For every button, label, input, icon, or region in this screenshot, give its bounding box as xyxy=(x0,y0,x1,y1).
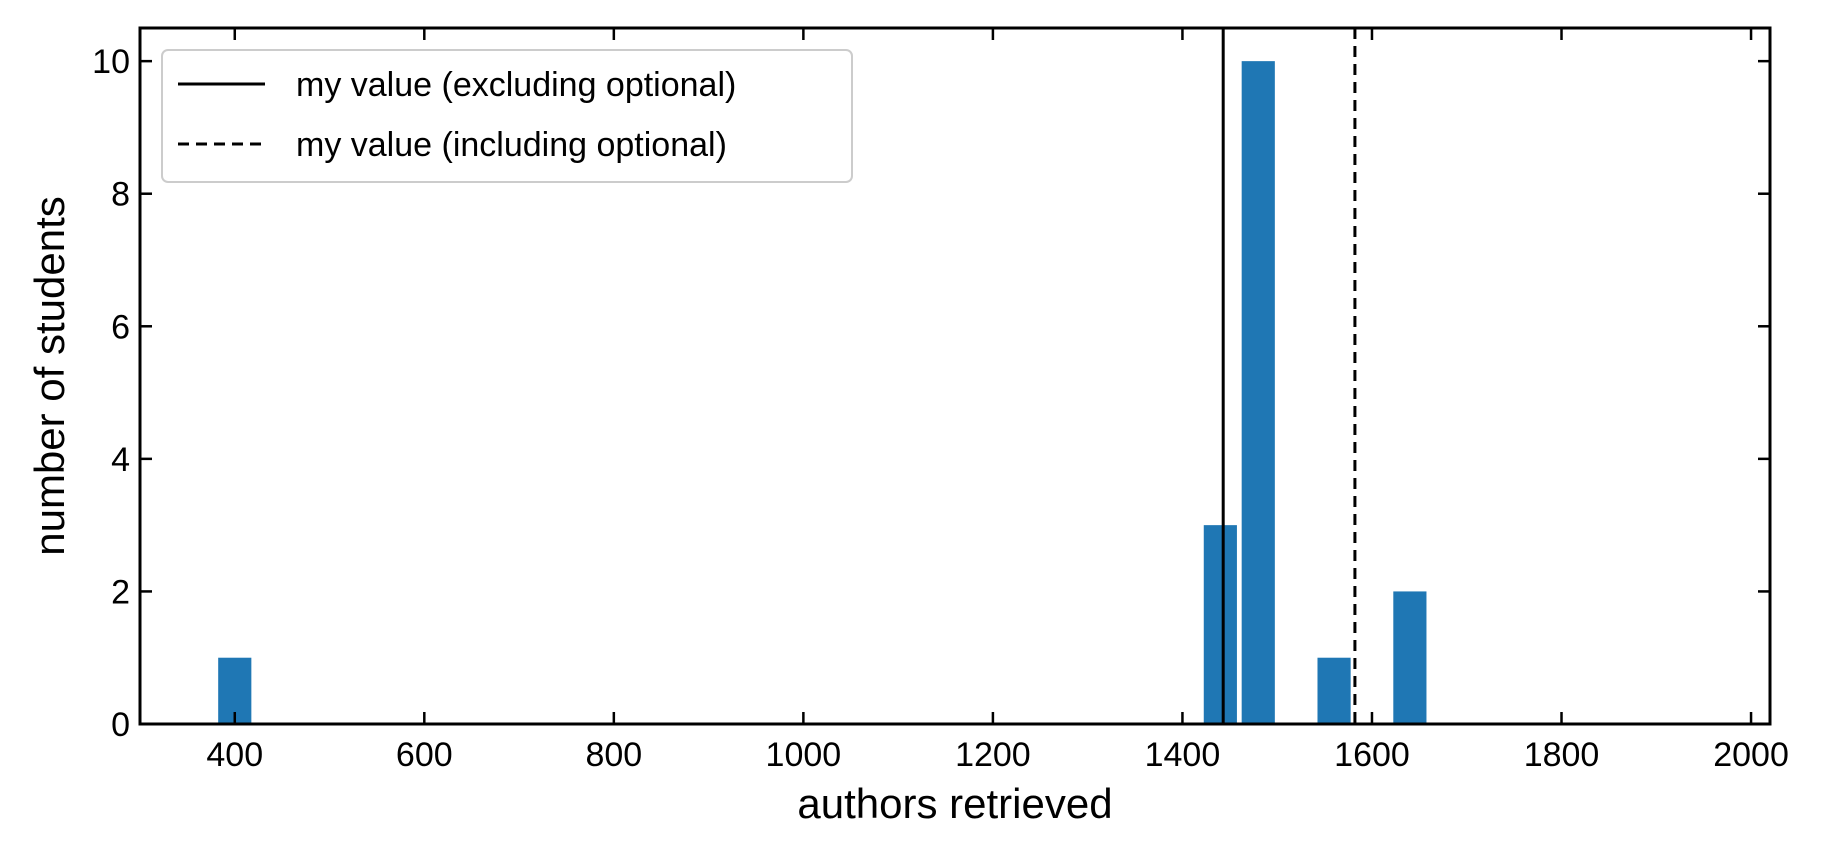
y-tick-label: 4 xyxy=(111,441,130,479)
x-tick-label: 1400 xyxy=(1145,736,1221,774)
plot-frame xyxy=(138,26,1772,726)
x-tick-label: 600 xyxy=(396,736,453,774)
x-tick-label: 1600 xyxy=(1334,736,1410,774)
y-tick-label: 8 xyxy=(111,176,130,214)
x-tick-label: 1000 xyxy=(766,736,842,774)
x-tick-label: 2000 xyxy=(1713,736,1789,774)
legend-entry-excluding: my value (excluding optional) xyxy=(296,66,736,104)
bar-1 xyxy=(1203,525,1237,724)
legend-entry-including: my value (including optional) xyxy=(296,126,727,164)
x-tick-label: 1800 xyxy=(1524,736,1600,774)
x-tick-label: 400 xyxy=(206,736,263,774)
bar-3 xyxy=(1317,657,1351,724)
y-axis-label: number of students xyxy=(26,196,73,556)
x-axis-label: authors retrieved xyxy=(797,780,1112,827)
bars-layer xyxy=(218,61,1427,724)
y-tick-label: 10 xyxy=(92,43,130,81)
legend-box xyxy=(161,49,853,183)
y-tick-label: 2 xyxy=(111,573,130,611)
x-tick-label: 1200 xyxy=(955,736,1031,774)
y-tick-label: 0 xyxy=(111,706,130,744)
axis-ticks: 400 600 800 1000 1200 1400 1600 1800 2000 0 2 4 6 8 10 xyxy=(92,28,1789,774)
bar-4 xyxy=(1393,591,1427,724)
reference-lines xyxy=(1221,28,1357,724)
y-tick-label: 6 xyxy=(111,308,130,346)
bar-2 xyxy=(1241,61,1275,724)
legend: my value (excluding optional) my value (… xyxy=(161,49,853,183)
x-tick-label: 800 xyxy=(585,736,642,774)
